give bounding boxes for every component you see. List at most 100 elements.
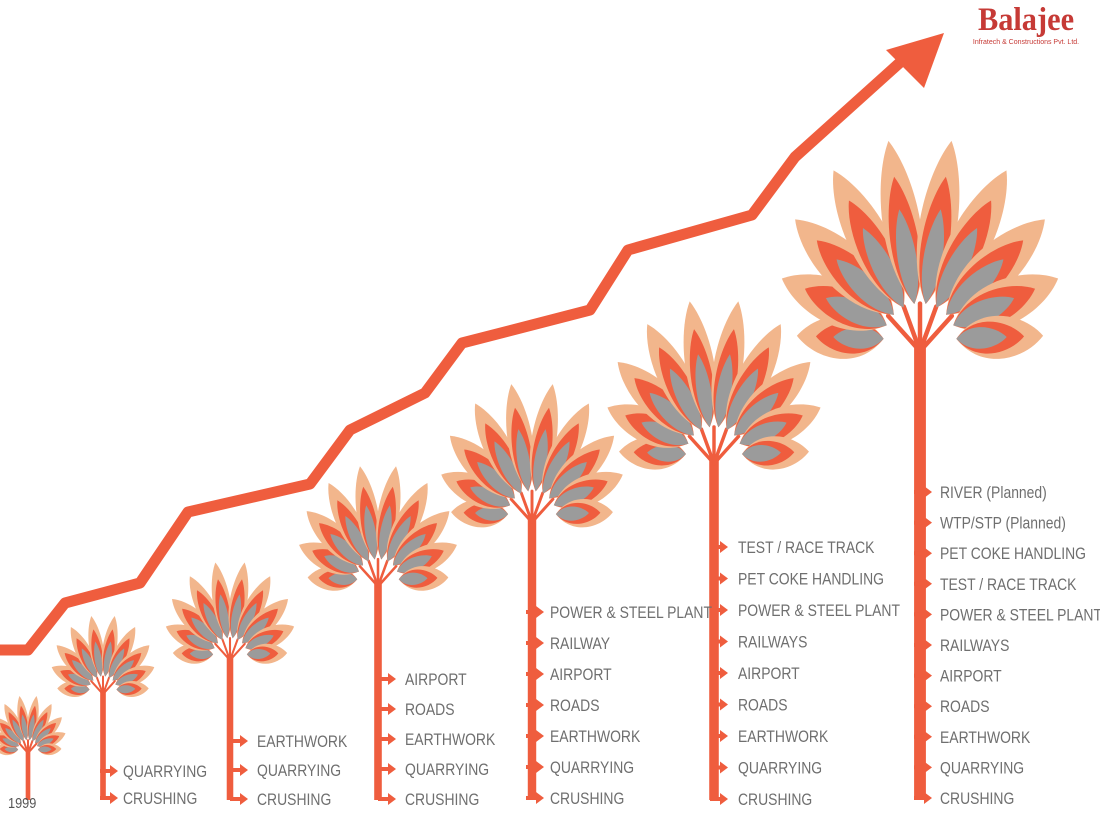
growth-tree-2 bbox=[51, 616, 155, 798]
service-list-4: AIRPORT ROADS EARTHWORK QUARRYING CRUSHING bbox=[378, 671, 496, 810]
tree-leaf bbox=[56, 645, 94, 681]
service-label: POWER & STEEL PLANT bbox=[550, 604, 712, 623]
service-label: QUARRYING bbox=[123, 763, 207, 782]
tree-leaf bbox=[953, 274, 1059, 331]
list-arrow-icon bbox=[230, 735, 248, 747]
tree-leaf bbox=[683, 301, 717, 428]
tree-leaf bbox=[506, 384, 535, 492]
tree-branch bbox=[228, 638, 239, 662]
service-label: AIRPORT bbox=[738, 665, 800, 684]
list-arrow-icon bbox=[914, 608, 932, 621]
tree-canopy bbox=[165, 562, 295, 664]
list-arrow-icon bbox=[526, 606, 544, 618]
tree-leaf bbox=[617, 361, 694, 436]
tree-branch bbox=[519, 491, 534, 524]
tree-leaf bbox=[795, 219, 894, 315]
tree-trunk bbox=[709, 455, 719, 800]
tree-leaf bbox=[549, 435, 615, 499]
list-arrow-icon bbox=[100, 792, 118, 804]
tree-canopy bbox=[781, 140, 1059, 359]
service-label: CRUSHING bbox=[405, 791, 479, 810]
service-label: ROADS bbox=[738, 696, 788, 715]
service-label: CRUSHING bbox=[123, 790, 197, 809]
service-label: RAILWAYS bbox=[738, 633, 807, 652]
tree-leaf bbox=[37, 732, 66, 748]
service-label: QUARRYING bbox=[940, 759, 1024, 778]
tree-leaf bbox=[392, 511, 450, 566]
list-arrow-icon bbox=[914, 730, 932, 743]
tree-leaf bbox=[0, 732, 19, 748]
tree-branch bbox=[530, 497, 555, 524]
service-label: EARTHWORK bbox=[550, 728, 641, 747]
growth-arrow-line bbox=[0, 53, 909, 656]
tree-leaf bbox=[165, 624, 215, 651]
tree-branch bbox=[917, 304, 939, 354]
service-label: EARTHWORK bbox=[405, 731, 496, 750]
tree-leaf bbox=[35, 717, 62, 744]
list-arrow-icon bbox=[914, 486, 932, 498]
tree-leaf bbox=[228, 562, 249, 639]
service-list-6: TEST / RACE TRACK PET COKE HANDLING POWER … bbox=[710, 539, 900, 810]
growth-tree-3 bbox=[165, 562, 295, 800]
tree-branch bbox=[530, 491, 545, 524]
list-arrow-icon bbox=[526, 668, 544, 680]
service-label: RAILWAYS bbox=[940, 637, 1009, 656]
service-label: CRUSHING bbox=[257, 791, 331, 810]
tree-leaf bbox=[451, 499, 509, 528]
tree-leaf bbox=[734, 361, 811, 436]
service-list-2: QUARRYING CRUSHING bbox=[100, 763, 207, 809]
tree-leaf bbox=[27, 695, 39, 741]
tree-branch bbox=[901, 304, 923, 354]
growth-arrow-head bbox=[886, 33, 944, 88]
tree-leaf bbox=[172, 599, 218, 644]
tree-canopy bbox=[0, 695, 66, 756]
tree-leaf bbox=[246, 643, 288, 664]
growth-tree-7 bbox=[781, 140, 1059, 800]
tree-leaf bbox=[449, 435, 515, 499]
service-label: ROADS bbox=[405, 701, 455, 720]
tree-branch bbox=[221, 638, 232, 662]
tree-canopy bbox=[51, 616, 155, 697]
tree-branch bbox=[358, 564, 380, 588]
tree-leaf bbox=[555, 499, 613, 528]
list-arrow-icon bbox=[710, 604, 728, 616]
service-list-5: POWER & STEEL PLANT RAILWAY AIRPORT ROADS EA… bbox=[526, 604, 712, 808]
tree-leaf bbox=[37, 743, 62, 756]
growth-tree-4 bbox=[299, 466, 457, 800]
list-arrow-icon bbox=[378, 763, 396, 775]
list-arrow-icon bbox=[710, 793, 728, 805]
tree-leaf bbox=[115, 665, 155, 687]
tree-branch bbox=[214, 642, 232, 662]
service-label: TEST / RACE TRACK bbox=[738, 539, 875, 558]
tree-branch bbox=[102, 680, 116, 696]
tree-leaf bbox=[935, 170, 1007, 308]
service-label: POWER & STEEL PLANT bbox=[738, 602, 900, 621]
list-arrow-icon bbox=[710, 572, 728, 585]
tree-leaf bbox=[101, 616, 118, 677]
service-list-7: RIVER (Planned) WTP/STP (Planned) PET COKE… bbox=[914, 484, 1100, 808]
service-label: EARTHWORK bbox=[940, 729, 1031, 748]
start-year-label: 1999 bbox=[8, 794, 37, 811]
service-label: QUARRYING bbox=[738, 759, 822, 778]
service-label: AIRPORT bbox=[940, 667, 1002, 686]
tree-branch bbox=[102, 676, 111, 696]
tree-branch bbox=[367, 559, 380, 588]
brand-tagline: Infratech & Constructions Pvt. Ltd. bbox=[972, 39, 1080, 46]
service-label: CRUSHING bbox=[738, 791, 812, 810]
tree-canopy bbox=[441, 384, 623, 528]
tree-leaf bbox=[711, 301, 745, 428]
tree-branch bbox=[712, 434, 741, 466]
tree-leaf bbox=[880, 140, 924, 305]
tree-leaf bbox=[32, 703, 52, 742]
tree-leaf bbox=[742, 436, 809, 470]
tree-leaf bbox=[189, 576, 223, 640]
tree-branch bbox=[712, 427, 729, 466]
list-arrow-icon bbox=[526, 792, 544, 804]
tree-leaf bbox=[946, 219, 1045, 315]
list-arrow-icon bbox=[710, 541, 728, 553]
tree-leaf bbox=[112, 645, 150, 681]
list-arrow-icon bbox=[710, 698, 728, 711]
tree-branch bbox=[228, 642, 246, 662]
